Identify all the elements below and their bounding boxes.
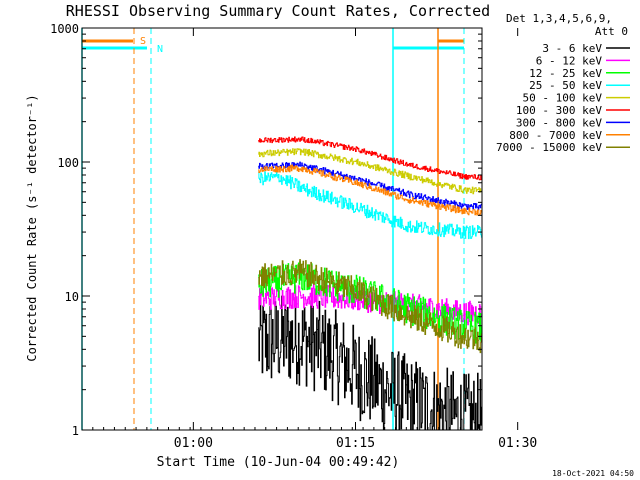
legend-entry-label: 100 - 300 keV xyxy=(516,104,602,117)
plot-frame xyxy=(81,27,483,431)
x-tick-label: 01:00 xyxy=(174,436,213,451)
legend-entry-label: 12 - 25 keV xyxy=(529,67,602,80)
y-tick-label: 100 xyxy=(57,156,79,170)
legend-entry-label: 800 - 7000 keV xyxy=(509,129,602,142)
series-800-7000keV xyxy=(258,164,482,216)
legend-entry-label: 25 - 50 keV xyxy=(529,79,602,92)
x-tick-label: 01:15 xyxy=(336,436,375,451)
series-line-4 xyxy=(258,148,482,195)
series-line-7 xyxy=(258,164,482,216)
series-line-0 xyxy=(258,295,482,430)
legend-entry-label: 300 - 800 keV xyxy=(516,116,602,129)
legend-entry-label: 6 - 12 keV xyxy=(536,54,603,67)
plot-area: SN xyxy=(81,28,482,430)
footer-date: 18-Oct-2021 04:50 xyxy=(552,469,634,478)
x-tick-label: 01:30 xyxy=(498,436,537,451)
series-50-100keV xyxy=(258,148,482,195)
series-3-6keV xyxy=(258,295,482,430)
x-axis-label: Start Time (10-Jun-04 00:49:42) xyxy=(157,455,400,470)
series-300-800keV xyxy=(258,161,482,210)
y-tick-label: 1 xyxy=(72,424,79,438)
series-7000-15000keV xyxy=(258,259,482,354)
legend-header-line1: Det 1,3,4,5,6,9, xyxy=(506,12,612,25)
legend-entry-label: 50 - 100 keV xyxy=(523,92,603,105)
legend-header-line2: Att 0 xyxy=(595,25,628,38)
y-tick-label: 10 xyxy=(65,290,79,304)
legend-entry-label: 7000 - 15000 keV xyxy=(496,141,602,154)
series-line-6 xyxy=(258,161,482,210)
series-25-50keV xyxy=(258,171,482,240)
series-line-3 xyxy=(258,171,482,240)
series-line-8 xyxy=(258,259,482,354)
y-tick-label: 1000 xyxy=(50,22,79,36)
series-line-5 xyxy=(258,136,482,181)
chart-title: RHESSI Observing Summary Count Rates, Co… xyxy=(66,2,490,20)
marker-n-label: N xyxy=(157,44,163,55)
legend-entry-label: 3 - 6 keV xyxy=(542,42,602,55)
series-100-300keV xyxy=(258,136,482,181)
y-axis-label: Corrected Count Rate (s⁻¹ detector⁻¹) xyxy=(25,94,39,361)
marker-s-label: S xyxy=(140,36,146,47)
